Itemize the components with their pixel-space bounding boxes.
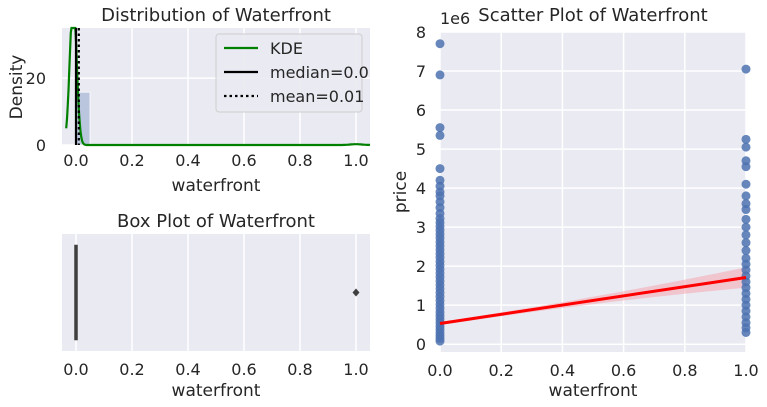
- hist-xtick-label: 0.6: [231, 151, 256, 170]
- scatter-title: Scatter Plot of Waterfront: [478, 5, 707, 26]
- scatter-ytick-label: 6: [416, 101, 426, 120]
- hist-xlabel: waterfront: [172, 176, 261, 196]
- hist-ytick-label: 20: [26, 69, 46, 88]
- scatter-offset-label: 1e6: [440, 9, 470, 28]
- scatter-point: [741, 199, 751, 209]
- scatter-panel: 0.0 0.2 0.4 0.6 0.8 1.0 0 1 2 3 4 5 6 7 8 1e6 Scatter…: [391, 5, 759, 401]
- box-title: Box Plot of Waterfront: [117, 211, 315, 232]
- hist-xtick-label: 0.0: [63, 151, 88, 170]
- scatter-point: [741, 230, 751, 240]
- box-xtick-label: 0.8: [287, 360, 312, 379]
- scatter-ytick-label: 0: [416, 335, 426, 354]
- scatter-ytick-label: 3: [416, 218, 426, 237]
- legend-mean-label: mean=0.01: [270, 87, 364, 106]
- scatter-ytick-label: 5: [416, 140, 426, 159]
- box-xlabel: waterfront: [172, 381, 261, 401]
- box-xtick-label: 0.2: [119, 360, 144, 379]
- hist-xtick-label: 0.2: [119, 151, 144, 170]
- scatter-xtick-label: 0.2: [488, 361, 513, 380]
- scatter-point: [741, 253, 751, 263]
- hist-xtick-label: 0.4: [175, 151, 200, 170]
- legend-kde-label: KDE: [270, 39, 303, 58]
- scatter-point: [435, 130, 445, 140]
- scatter-xtick-label: 0.8: [672, 361, 697, 380]
- hist-title: Distribution of Waterfront: [101, 5, 331, 26]
- scatter-xtick-label: 0.6: [611, 361, 636, 380]
- scatter-ytick-label: 4: [416, 179, 426, 198]
- box-xtick-label: 0.4: [175, 360, 200, 379]
- scatter-point: [435, 39, 445, 49]
- box-xtick-label: 1.0: [343, 360, 368, 379]
- scatter-xtick-label: 1.0: [733, 361, 758, 380]
- legend-median-label: median=0.0: [270, 63, 369, 82]
- scatter-point: [741, 214, 751, 224]
- scatter-xtick-label: 0.0: [427, 361, 452, 380]
- scatter-ytick-label: 2: [416, 257, 426, 276]
- regression-line: [439, 275, 747, 325]
- scatter-ytick-label: 1: [416, 296, 426, 315]
- scatter-point: [741, 191, 751, 201]
- scatter-point: [741, 179, 751, 189]
- scatter-ytick-label: 8: [416, 23, 426, 42]
- scatter-point: [741, 64, 751, 74]
- box-outlier: [352, 288, 360, 297]
- hist-xtick-label: 0.8: [287, 151, 312, 170]
- hist-panel: 0.0 0.2 0.4 0.6 0.8 1.0 0 20 Distribution of W…: [7, 5, 371, 196]
- scatter-point: [435, 123, 445, 133]
- legend-box: [215, 33, 363, 113]
- box-plot-area: [62, 234, 370, 351]
- hist-legend: KDE median=0.0 mean=0.01: [215, 33, 369, 113]
- scatter-ylabel: price: [391, 171, 411, 213]
- scatter-xtick-label: 0.4: [550, 361, 575, 380]
- scatter-point: [435, 175, 445, 185]
- hist-xtick-label: 1.0: [343, 151, 368, 170]
- box-panel: 0.0 0.2 0.4 0.6 0.8 1.0 Box Plot of Waterfron…: [62, 211, 370, 401]
- scatter-point: [741, 134, 751, 144]
- hist-ytick-label: 0: [36, 136, 46, 155]
- scatter-point: [741, 246, 751, 256]
- kde-curve: [65, 26, 371, 147]
- box-xtick-label: 0.6: [231, 360, 256, 379]
- scatter-point: [741, 142, 751, 152]
- hist-ylabel: Density: [7, 55, 27, 120]
- scatter-point: [741, 156, 751, 166]
- scatter-point: [741, 238, 751, 248]
- scatter-xlabel: waterfront: [549, 381, 638, 401]
- scatter-point: [741, 222, 751, 232]
- scatter-point: [435, 70, 445, 80]
- scatter-ytick-label: 7: [416, 62, 426, 81]
- box-xtick-label: 0.0: [63, 360, 88, 379]
- scatter-point: [435, 164, 445, 174]
